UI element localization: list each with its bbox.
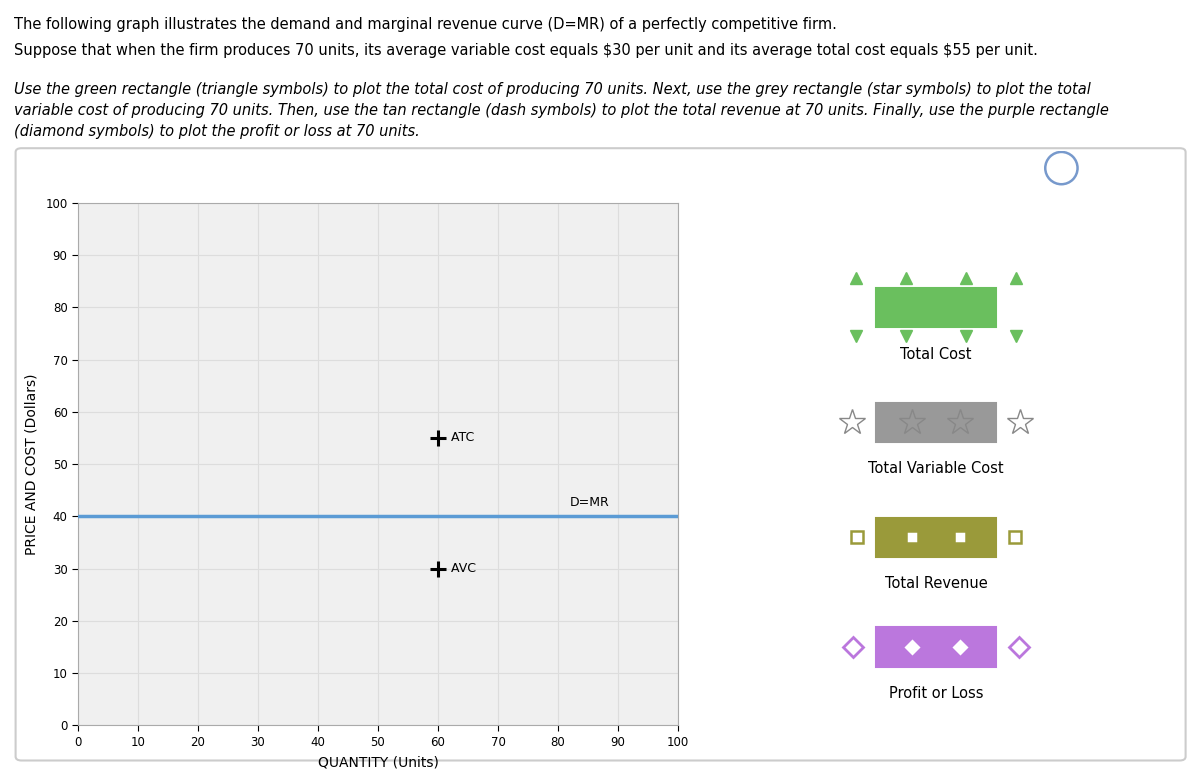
Text: Profit or Loss: Profit or Loss xyxy=(889,686,983,701)
FancyBboxPatch shape xyxy=(876,627,996,667)
FancyBboxPatch shape xyxy=(876,518,996,557)
Text: Total Variable Cost: Total Variable Cost xyxy=(868,462,1004,477)
X-axis label: QUANTITY (Units): QUANTITY (Units) xyxy=(318,756,438,770)
Text: ?: ? xyxy=(1056,159,1067,177)
Text: AVC: AVC xyxy=(446,562,476,575)
Text: (diamond symbols) to plot the profit or loss at 70 units.: (diamond symbols) to plot the profit or … xyxy=(14,124,420,139)
Text: Total Cost: Total Cost xyxy=(900,346,972,361)
FancyBboxPatch shape xyxy=(876,402,996,442)
Text: Total Revenue: Total Revenue xyxy=(884,576,988,591)
Text: variable cost of producing 70 units. Then, use the tan rectangle (dash symbols) : variable cost of producing 70 units. The… xyxy=(14,103,1109,118)
Text: The following graph illustrates the demand and marginal revenue curve (D=MR) of : The following graph illustrates the dema… xyxy=(14,17,838,32)
Text: ATC: ATC xyxy=(446,431,474,445)
Circle shape xyxy=(1045,152,1078,184)
Text: D=MR: D=MR xyxy=(570,495,610,509)
Text: Suppose that when the firm produces 70 units, its average variable cost equals \: Suppose that when the firm produces 70 u… xyxy=(14,43,1038,58)
FancyBboxPatch shape xyxy=(876,288,996,327)
Y-axis label: PRICE AND COST (Dollars): PRICE AND COST (Dollars) xyxy=(24,374,38,555)
Text: Use the green rectangle (triangle symbols) to plot the total cost of producing 7: Use the green rectangle (triangle symbol… xyxy=(14,82,1091,97)
